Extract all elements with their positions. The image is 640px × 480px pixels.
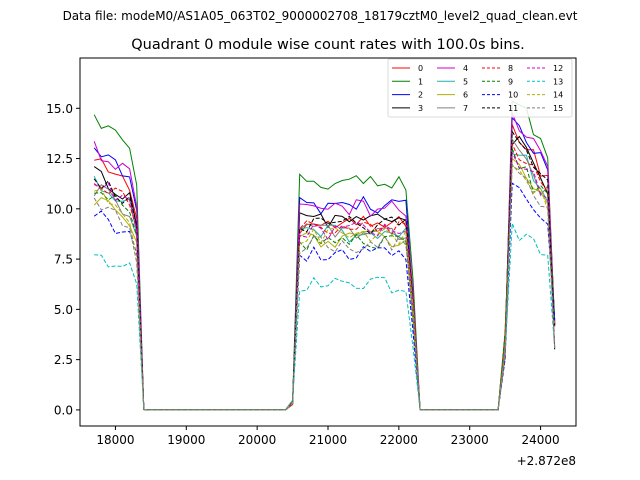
series-line-3 (93, 135, 556, 411)
data-file-label: Data file: modeM0/AS1A05_063T02_90000027… (63, 9, 578, 23)
legend-label-4: 4 (463, 64, 468, 73)
legend-label-2: 2 (418, 91, 423, 100)
legend-label-0: 0 (418, 64, 423, 73)
legend-label-11: 11 (508, 104, 518, 113)
series-line-11 (93, 130, 556, 411)
x-tick-label: 24000 (521, 433, 559, 447)
series-line-9 (94, 148, 556, 411)
x-tick-label: 23000 (451, 433, 489, 447)
series-line-13 (94, 223, 556, 411)
series-layer (93, 100, 556, 411)
legend-label-5: 5 (463, 77, 468, 86)
x-offset-label: +2.872e8 (517, 454, 576, 468)
series-line-15 (93, 162, 556, 411)
series-line-4 (93, 112, 556, 411)
x-tick-label: 20000 (238, 433, 276, 447)
y-tick-label: 12.5 (46, 152, 73, 166)
series-line-14 (94, 164, 556, 411)
legend-label-12: 12 (553, 64, 563, 73)
series-line-1 (93, 100, 556, 411)
x-tick-label: 22000 (380, 433, 418, 447)
series-line-8 (93, 143, 556, 411)
legend-label-15: 15 (553, 104, 563, 113)
legend-label-14: 14 (553, 91, 563, 100)
legend-label-9: 9 (508, 77, 513, 86)
y-tick-label: 15.0 (46, 102, 73, 116)
x-tick-label: 19000 (167, 433, 205, 447)
series-line-7 (93, 137, 556, 411)
y-tick-label: 7.5 (54, 253, 73, 267)
y-axis: 0.0 2.5 5.0 7.5 10.0 12.5 15.0 (46, 102, 80, 417)
x-axis: 18000 19000 20000 21000 22000 23000 24000 (96, 426, 560, 447)
x-tick-label: 18000 (96, 433, 134, 447)
series-line-2 (93, 116, 556, 411)
series-line-5 (93, 153, 556, 411)
legend-label-13: 13 (553, 77, 563, 86)
series-line-6 (93, 157, 556, 411)
legend-label-7: 7 (463, 104, 468, 113)
legend-label-3: 3 (418, 104, 423, 113)
chart-title: Quadrant 0 module wise count rates with … (131, 37, 525, 53)
legend-label-10: 10 (508, 91, 518, 100)
series-line-0 (94, 124, 556, 411)
series-line-12 (93, 152, 556, 411)
legend-box (387, 58, 573, 118)
series-line-10 (93, 182, 556, 411)
legend-label-6: 6 (463, 91, 468, 100)
y-tick-label: 0.0 (54, 403, 73, 417)
x-tick-label: 21000 (309, 433, 347, 447)
y-tick-label: 10.0 (46, 202, 73, 216)
legend-label-1: 1 (418, 77, 423, 86)
y-tick-label: 2.5 (54, 353, 73, 367)
legend-label-8: 8 (508, 64, 513, 73)
y-tick-label: 5.0 (54, 303, 73, 317)
